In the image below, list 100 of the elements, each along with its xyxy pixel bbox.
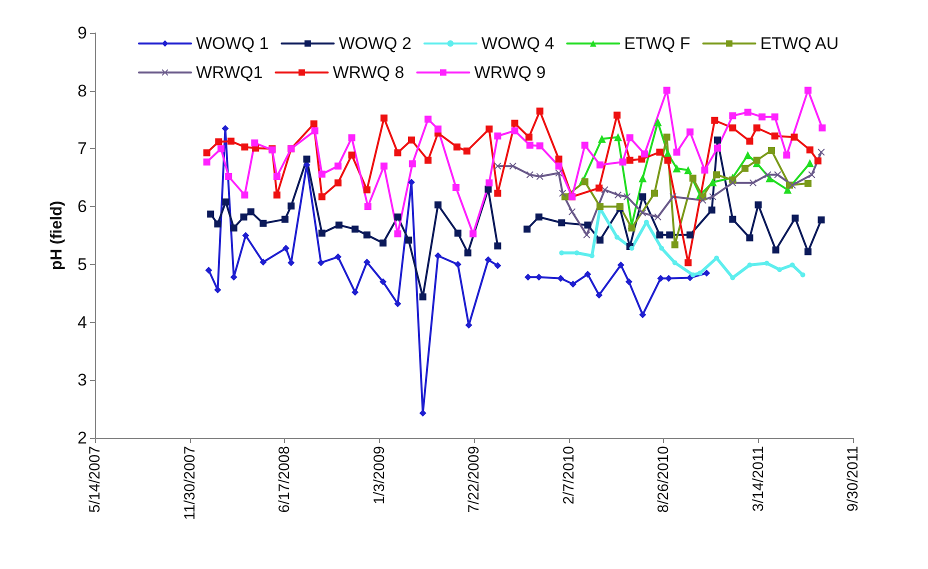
point — [363, 258, 370, 266]
point — [335, 222, 342, 229]
point — [555, 162, 562, 170]
y-tick-label: 4 — [78, 312, 87, 332]
point — [771, 132, 778, 140]
point — [348, 152, 356, 159]
point — [311, 127, 318, 134]
point — [273, 192, 280, 198]
point — [334, 179, 342, 186]
point — [589, 253, 594, 258]
point — [665, 274, 672, 282]
point — [596, 292, 603, 299]
legend-label: WOWQ 2 — [338, 34, 412, 53]
point — [559, 250, 564, 256]
point — [380, 278, 387, 286]
point — [486, 126, 493, 133]
x-tick-label: 3/14/2011 — [750, 446, 767, 512]
y-tick-label: 6 — [78, 197, 87, 216]
point — [494, 162, 502, 170]
point — [568, 208, 576, 216]
point — [584, 270, 592, 278]
point — [746, 138, 754, 145]
point — [310, 120, 318, 128]
point — [788, 182, 796, 189]
point — [626, 134, 634, 142]
point — [494, 242, 502, 250]
point — [808, 171, 816, 178]
point — [260, 220, 267, 227]
point — [363, 186, 370, 194]
point — [614, 192, 622, 198]
point — [230, 274, 238, 281]
point — [690, 272, 696, 278]
point — [434, 126, 442, 133]
legend-label: WRWQ 8 — [332, 63, 404, 82]
point — [806, 146, 814, 154]
point — [790, 262, 795, 268]
point — [536, 142, 544, 150]
point — [729, 124, 736, 132]
point — [509, 162, 516, 170]
point — [617, 262, 624, 269]
point — [596, 184, 603, 192]
point — [222, 198, 230, 206]
point — [205, 266, 212, 274]
point — [641, 150, 648, 158]
y-tick-label: 2 — [78, 428, 87, 448]
point — [638, 174, 647, 182]
point — [672, 164, 681, 172]
point — [260, 258, 267, 266]
point — [557, 274, 564, 282]
point — [419, 410, 426, 417]
point — [619, 158, 626, 166]
point — [452, 184, 460, 191]
point — [626, 156, 634, 164]
point — [494, 190, 502, 197]
point — [656, 231, 664, 238]
point — [583, 231, 590, 238]
x-tick-label: 2/7/2010 — [560, 446, 578, 504]
point — [526, 142, 534, 149]
point — [708, 178, 717, 186]
point — [318, 230, 326, 237]
point — [764, 171, 772, 178]
x-tick-label: 6/17/2008 — [276, 446, 293, 513]
legend-label: WOWQ 4 — [481, 34, 554, 53]
point — [703, 270, 710, 277]
point — [666, 231, 674, 238]
point — [558, 219, 566, 226]
point — [764, 260, 770, 266]
point — [708, 206, 716, 214]
point — [818, 148, 825, 156]
point — [240, 213, 248, 220]
x-tick-label: 8/26/2010 — [655, 446, 672, 513]
point — [741, 164, 748, 172]
point — [581, 142, 588, 149]
point — [555, 170, 562, 177]
point — [251, 139, 258, 146]
point — [639, 209, 646, 216]
point — [601, 186, 608, 194]
point — [701, 166, 708, 174]
legend-label: WOWQ 1 — [196, 34, 269, 53]
point — [783, 152, 790, 159]
point — [207, 210, 214, 218]
point — [596, 161, 604, 168]
legend-label: ETWQ F — [624, 34, 690, 53]
point — [536, 108, 544, 115]
point — [570, 280, 577, 288]
y-tick-label: 9 — [78, 24, 87, 42]
point — [334, 162, 342, 170]
point — [768, 146, 776, 154]
point — [463, 148, 470, 155]
point — [273, 172, 280, 180]
point — [318, 193, 326, 200]
point — [664, 156, 672, 164]
point — [598, 134, 606, 143]
y-tick-label: 7 — [78, 139, 87, 158]
point — [242, 232, 250, 239]
point — [214, 220, 222, 228]
point — [804, 248, 812, 256]
point — [628, 224, 636, 232]
point — [584, 222, 592, 229]
point — [408, 136, 415, 144]
